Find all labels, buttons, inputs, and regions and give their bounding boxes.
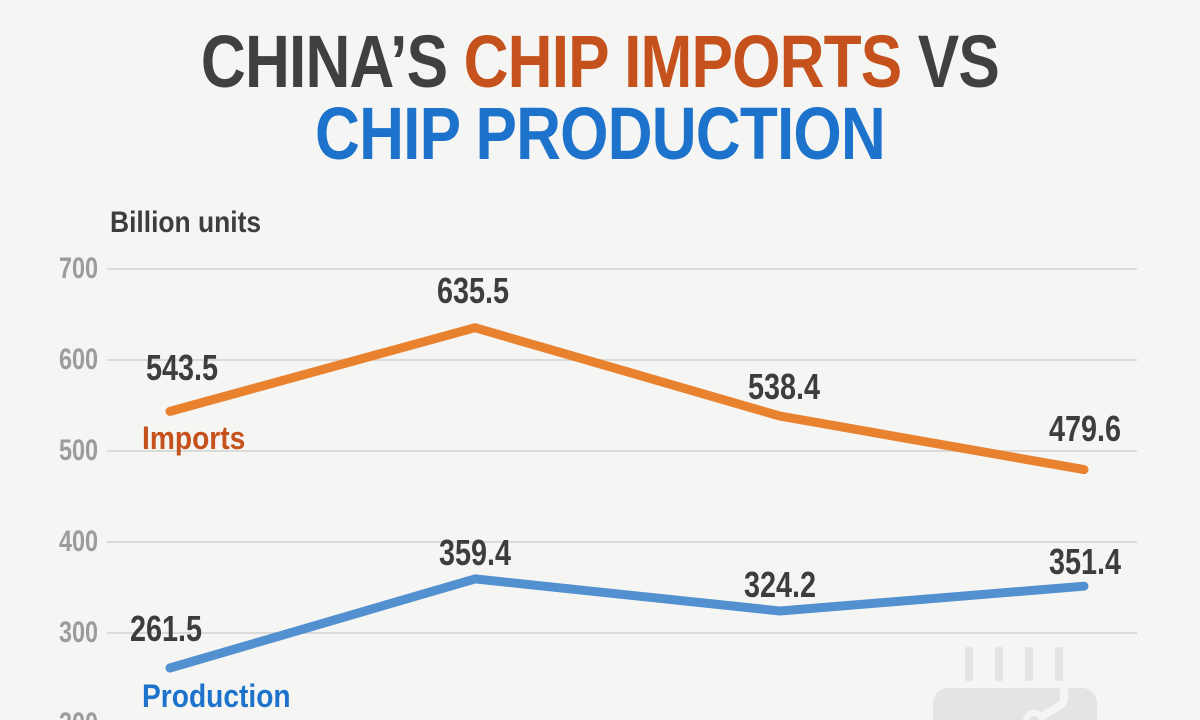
production-line: [165, 574, 1089, 673]
chip-circuit-node-icon: [1023, 710, 1045, 720]
imports-value-label-3: 538.4: [747, 366, 821, 407]
title-part-chinas: CHINA’S: [200, 20, 464, 103]
y-tick-300: 300: [58, 616, 98, 649]
title-part-chip-imports: CHIP IMPORTS: [463, 20, 903, 103]
production-value-label-3: 324.2: [743, 564, 817, 605]
chart-title-line1: CHINA’S CHIP IMPORTS VS: [96, 25, 1104, 99]
production-value-label-1: 261.5: [129, 608, 203, 649]
chip-pin-icon: [965, 647, 973, 681]
imports-value-label-1: 543.5: [145, 347, 219, 388]
gridline-600: [107, 359, 1137, 361]
y-axis-unit-label: Billion units: [110, 206, 262, 239]
y-tick-700: 700: [58, 252, 98, 285]
chip-pin-icon: [995, 647, 1003, 681]
imports-series-label: Imports: [142, 420, 246, 456]
gridline-300: [107, 632, 1137, 634]
chart-title: CHINA’S CHIP IMPORTS VS CHIP PRODUCTION: [0, 25, 1200, 175]
chip-pin-icon: [1025, 647, 1033, 681]
gridline-400: [107, 541, 1137, 543]
production-value-label-4: 351.4: [1048, 541, 1122, 582]
gridline-500: [107, 450, 1137, 452]
imports-value-label-2: 635.5: [436, 270, 510, 311]
chip-circuit-trace-icon: [1038, 684, 1068, 720]
y-tick-500: 500: [58, 434, 98, 467]
gridline-700: [107, 268, 1137, 270]
production-value-label-2: 359.4: [438, 532, 512, 573]
chip-pin-icon: [1055, 647, 1063, 681]
imports-value-label-4: 479.6: [1048, 408, 1122, 449]
y-tick-200: 200: [53, 709, 98, 720]
production-series-label: Production: [142, 678, 291, 714]
chart-title-line2: CHIP PRODUCTION: [315, 92, 886, 175]
y-tick-600: 600: [58, 343, 98, 376]
title-part-vs: VS: [901, 20, 1000, 103]
chip-body-icon: [933, 688, 1097, 720]
imports-line: [165, 323, 1089, 475]
y-tick-400: 400: [58, 525, 98, 558]
chip-icon: [933, 647, 1097, 720]
